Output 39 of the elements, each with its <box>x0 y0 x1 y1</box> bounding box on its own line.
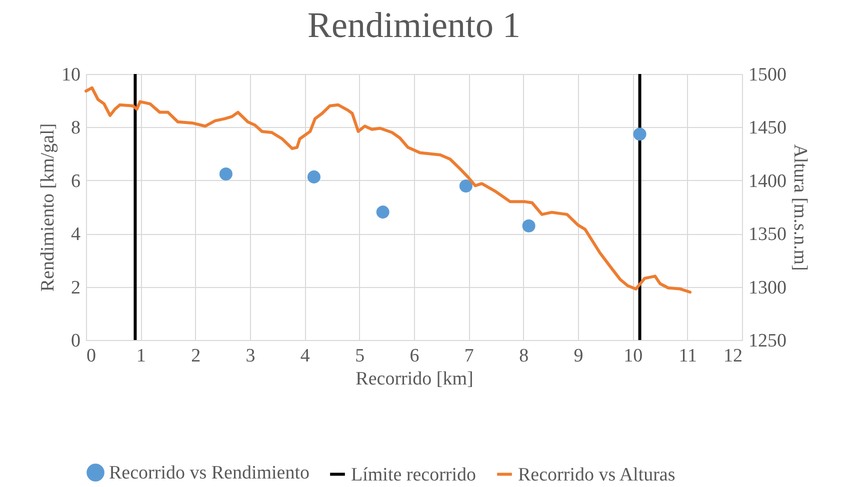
y-tick-label: 0 <box>71 330 80 352</box>
y-tick-label: 8 <box>71 118 80 139</box>
y2-tick-label: 1300 <box>748 277 786 298</box>
y-tick-label: 2 <box>71 277 80 298</box>
x-tick-label: 3 <box>246 346 256 366</box>
y-tick-label: 6 <box>71 170 80 192</box>
x-tick-label: 12 <box>724 346 742 366</box>
x-tick-label: 2 <box>191 346 201 366</box>
chart-title: Rendimiento 1 <box>308 5 520 45</box>
legend-label: Recorrido vs Alturas <box>518 464 676 486</box>
x-tick-label: 11 <box>678 346 697 366</box>
y2-axis-title: Altura [m.s.n.m] <box>790 144 810 271</box>
x-tick-label: 8 <box>519 346 529 366</box>
x-axis-title: Recorrido [km] <box>356 368 474 390</box>
x-tick-label: 7 <box>464 346 474 366</box>
legend-label: Límite recorrido <box>351 464 476 486</box>
x-tick-label: 6 <box>410 346 420 366</box>
y-axis-title: Rendimiento [km/gal] <box>38 123 58 292</box>
x-tick-label: 0 <box>86 346 96 366</box>
point <box>459 179 472 192</box>
point <box>219 168 232 181</box>
y2-tick-label: 1500 <box>748 64 786 86</box>
legend-label: Recorrido vs Rendimiento <box>109 462 310 484</box>
point <box>522 219 536 232</box>
x-tick-label: 10 <box>624 346 643 366</box>
point <box>633 128 646 141</box>
y2-tick-label: 1450 <box>748 118 786 139</box>
x-tick-label: 4 <box>300 346 310 366</box>
y2-tick-label: 1250 <box>748 330 786 352</box>
line-series <box>84 86 692 294</box>
y2-tick-label: 1400 <box>748 170 786 192</box>
x-tick-label: 1 <box>136 346 146 366</box>
x-tick-label: 9 <box>574 346 584 366</box>
y2-tick-label: 1350 <box>748 224 786 246</box>
x-tick-label: 5 <box>355 346 365 366</box>
point <box>307 170 320 184</box>
y-tick-label: 4 <box>71 224 81 246</box>
point <box>376 206 390 219</box>
y-tick-label: 10 <box>62 64 80 86</box>
